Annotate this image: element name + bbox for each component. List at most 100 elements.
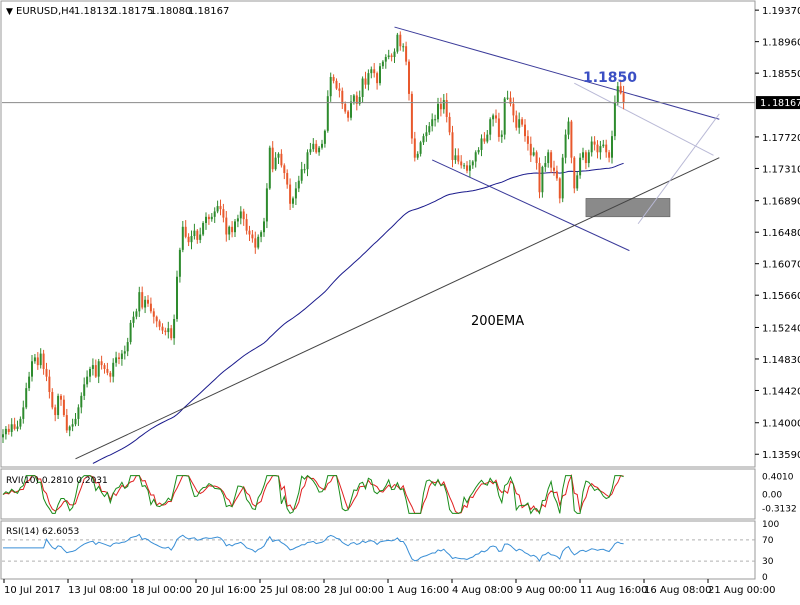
candle-body bbox=[236, 218, 239, 222]
candle bbox=[135, 308, 138, 320]
rvi-signal-line bbox=[2, 473, 624, 514]
candle bbox=[544, 155, 547, 172]
rsi-label: RSI(14) 62.6053 bbox=[6, 527, 79, 537]
candle bbox=[602, 139, 605, 148]
candle bbox=[550, 150, 553, 174]
candle bbox=[445, 93, 448, 123]
lower-channel-line[interactable] bbox=[431, 159, 630, 252]
candle-body bbox=[399, 34, 402, 47]
candle-body bbox=[239, 211, 242, 219]
candle-body bbox=[120, 353, 123, 359]
candle-body bbox=[231, 226, 234, 233]
candle-body bbox=[248, 230, 251, 235]
candle bbox=[25, 382, 28, 410]
candle-body bbox=[178, 249, 181, 277]
candle-body bbox=[294, 188, 297, 199]
candle-body bbox=[80, 395, 83, 408]
candle-body bbox=[587, 152, 590, 164]
candle bbox=[239, 206, 242, 225]
candle bbox=[431, 113, 434, 132]
candle bbox=[486, 129, 489, 144]
candle bbox=[541, 165, 544, 198]
candle bbox=[16, 420, 19, 432]
candle-body bbox=[193, 230, 196, 237]
time-axis-tick: 20 Jul 16:00 bbox=[196, 585, 256, 596]
triangle-upper-line[interactable] bbox=[574, 82, 714, 156]
candle-body bbox=[36, 357, 39, 366]
candle-body bbox=[486, 134, 489, 142]
candle bbox=[42, 349, 45, 375]
candle bbox=[236, 214, 239, 228]
candle bbox=[619, 79, 622, 95]
candle-body bbox=[28, 376, 31, 389]
candle-body bbox=[396, 34, 399, 52]
chart-ohlc-low: 1.18080 bbox=[150, 6, 191, 17]
candle-body bbox=[370, 69, 373, 74]
candle-body bbox=[584, 152, 587, 164]
candle-body bbox=[605, 144, 608, 153]
candle-body bbox=[381, 61, 384, 67]
candle bbox=[173, 314, 176, 345]
candle bbox=[94, 359, 97, 378]
candle-body bbox=[555, 170, 558, 179]
candle-body bbox=[71, 424, 74, 427]
candle-body bbox=[283, 165, 286, 174]
candle-body bbox=[622, 93, 625, 103]
candle bbox=[265, 183, 268, 229]
time-axis-tick: 16 Aug 08:00 bbox=[644, 585, 711, 596]
candle-body bbox=[74, 418, 77, 425]
candle bbox=[286, 169, 289, 189]
candle-body bbox=[367, 73, 370, 85]
candle-body bbox=[544, 163, 547, 167]
candle bbox=[149, 297, 152, 314]
price-axis-tick: 1.18960 bbox=[762, 38, 800, 49]
candle bbox=[257, 234, 260, 250]
price-axis-tick: 1.14830 bbox=[762, 355, 800, 366]
candle bbox=[248, 225, 251, 242]
candle bbox=[207, 214, 210, 225]
candle bbox=[422, 133, 425, 146]
candle-body bbox=[344, 103, 347, 112]
level-annotation: 1.1850 bbox=[583, 70, 637, 86]
candle-body bbox=[497, 118, 500, 137]
candle bbox=[60, 393, 62, 406]
rvi-axis-tick: -0.3132 bbox=[762, 505, 797, 515]
price-axis-tick: 1.17310 bbox=[762, 164, 800, 175]
candle-body bbox=[405, 46, 408, 62]
time-axis-tick: 13 Jul 08:00 bbox=[68, 585, 128, 596]
candle bbox=[463, 162, 466, 170]
candle-body bbox=[483, 138, 486, 142]
candle-body bbox=[570, 121, 573, 158]
candle-body bbox=[286, 173, 289, 185]
candle-body bbox=[277, 153, 280, 158]
candle bbox=[347, 110, 350, 122]
triangle-lower-line[interactable] bbox=[637, 113, 720, 225]
candle-body bbox=[109, 372, 112, 377]
candle-body bbox=[164, 330, 167, 333]
candle-body bbox=[341, 90, 344, 104]
candle bbox=[213, 207, 216, 223]
candle bbox=[39, 348, 42, 369]
upper-channel-line[interactable] bbox=[394, 26, 720, 120]
candle-body bbox=[532, 152, 535, 156]
candle bbox=[289, 178, 292, 211]
candle-body bbox=[376, 73, 379, 84]
rising-support-line[interactable] bbox=[75, 157, 720, 460]
candle bbox=[390, 53, 393, 62]
candle bbox=[532, 147, 535, 157]
candle bbox=[489, 117, 492, 141]
candle bbox=[48, 369, 51, 399]
candle-body bbox=[576, 175, 579, 189]
candle-body bbox=[31, 361, 33, 377]
candle-body bbox=[251, 234, 254, 239]
candle bbox=[268, 145, 271, 190]
candle bbox=[242, 208, 245, 226]
candle-body bbox=[254, 238, 257, 248]
candle bbox=[506, 90, 509, 101]
candle bbox=[57, 393, 60, 419]
candle bbox=[245, 213, 248, 235]
rvi-panel-frame bbox=[0, 468, 756, 520]
candle-body bbox=[89, 368, 91, 377]
